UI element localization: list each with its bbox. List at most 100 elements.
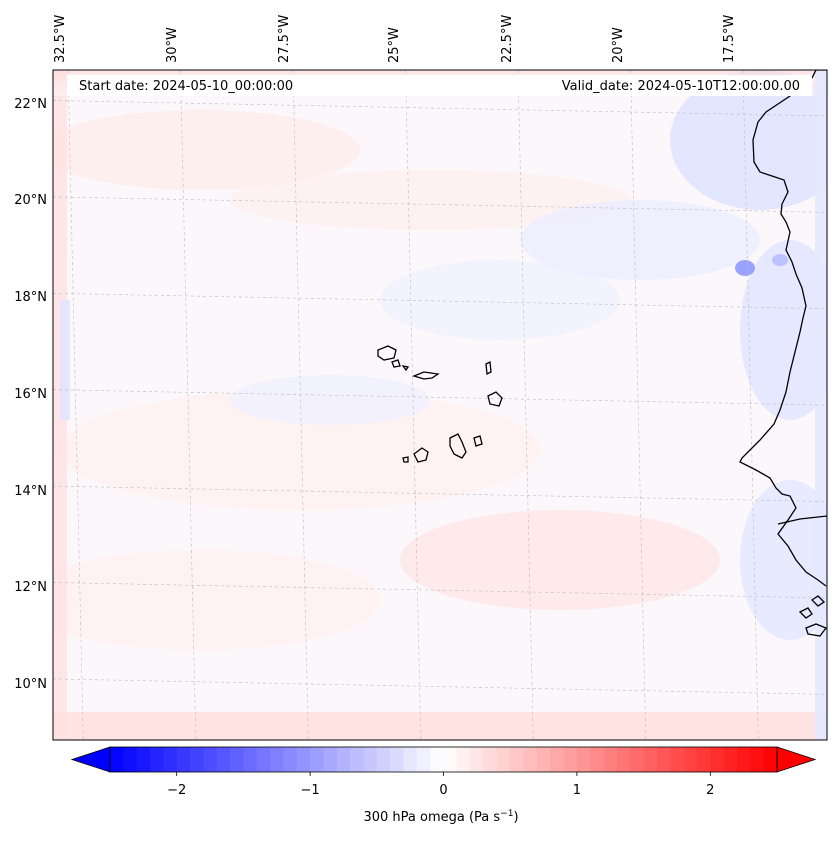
latitude-tick-label: 18°N [14,290,47,305]
longitude-tick-label: 27.5°W [277,15,292,63]
field-patch-positive [230,170,630,230]
meridian-line [742,70,759,740]
longitude-tick-label: 17.5°W [722,15,737,63]
colorbar-band [550,747,565,772]
colorbar-band [510,747,525,772]
colorbar-band [483,747,498,772]
colorbar-band [256,747,271,772]
colorbar-band [270,747,284,772]
coastline-africa [739,70,827,587]
colorbar-band [176,747,191,772]
colorbar-band [163,747,178,772]
meridian-line [67,70,84,740]
island-boa-vista [487,391,503,407]
colorbar-tick-label: −1 [301,783,320,798]
field-patch-negative [740,240,827,420]
colorbar-band [736,747,751,772]
field-patch-negative [230,375,430,425]
colorbar-band [443,747,458,772]
colorbar-band [136,747,151,772]
colorbar-band [523,747,538,772]
colorbar-ticks: −2 −1 0 1 2 [167,772,714,798]
meridian-line [517,70,534,740]
island-sal [485,360,492,376]
meridian-line [292,70,309,740]
longitude-labels: 32.5°W 30°W 27.5°W 25°W 22.5°W 20°W 17.5°W [53,15,737,63]
latitude-tick-label: 22°N [14,97,47,112]
island-maio [473,435,483,447]
meridian-line [630,70,647,740]
latitude-tick-label: 12°N [14,580,47,595]
colorbar-band [350,747,364,772]
island-santa-luzia [401,365,410,372]
latitude-tick-label: 20°N [14,193,47,208]
colorbar-tick-label: −2 [167,783,186,798]
colorbar-tick-label: 0 [439,783,447,798]
cape-verde-islands [377,345,503,463]
field-patch-negative [735,260,755,276]
colorbar-extend-min-arrow [70,746,111,773]
coastline-bijagos [798,595,827,637]
field-patch-negative [670,70,827,210]
map-frame [52,69,828,741]
colorbar-band [496,747,511,772]
colorbar-band [696,747,711,772]
colorbar-band [296,747,311,772]
island-santiago [449,433,467,459]
colorbar-band [283,747,298,772]
field-patch-negative [772,254,788,266]
boundary-zone-south [53,712,827,740]
colorbar-band [203,747,218,772]
field-patch-positive [53,110,360,190]
meridian-line [405,70,422,740]
colorbar-bands [110,747,778,772]
field-patch-positive [53,550,380,650]
field-patch-positive [400,510,720,610]
date-banner [67,75,812,96]
graticule [53,70,827,740]
colorbar-band [110,747,124,772]
colorbar-label: 300 hPa omega (Pa s−1) [363,809,518,825]
island-brava [402,456,409,463]
colorbar-band [616,747,631,772]
colorbar-band [576,747,591,772]
colorbar-band [430,747,444,772]
colorbar-band [670,747,685,772]
colorbar-band [123,747,138,772]
latitude-tick-label: 16°N [14,387,47,402]
coastline-gambia [777,515,827,525]
field-patch-negative [520,200,760,280]
colorbar-band [323,747,338,772]
colorbar-band [363,747,378,772]
colorbar-band [683,747,698,772]
colorbar-band [243,747,258,772]
colorbar-band [643,747,658,772]
latitude-tick-label: 14°N [14,484,47,499]
colorbar-band [630,747,645,772]
colorbar-band [150,747,164,772]
colorbar-band [750,747,765,772]
longitude-tick-label: 25°W [387,27,402,63]
colorbar-band [656,747,671,772]
colorbar-band [230,747,244,772]
latitude-labels: 22°N 20°N 18°N 16°N 14°N 12°N 10°N [14,97,47,692]
colorbar-band [190,747,204,772]
island-fogo [413,447,429,463]
colorbar-band [403,747,418,772]
valid-date-label: Valid_date: 2024-05-10T12:00:00.00 [562,79,800,94]
colorbar-band [456,747,471,772]
latitude-tick-label: 10°N [14,677,47,692]
colorbar-band [470,747,485,772]
field-patch-negative [380,260,620,340]
colorbar: −2 −1 0 1 2 300 hPa omega (Pa s−1) [70,746,817,825]
colorbar-band [710,747,725,772]
meridian-line [180,70,197,740]
colorbar-tick-label: 2 [706,783,714,798]
colorbar-band [416,747,431,772]
coastlines [739,70,827,637]
longitude-tick-label: 22.5°W [500,15,515,63]
start-date-label: Start date: 2024-05-10_00:00:00 [79,79,293,94]
island-sao-vicente [391,359,401,368]
